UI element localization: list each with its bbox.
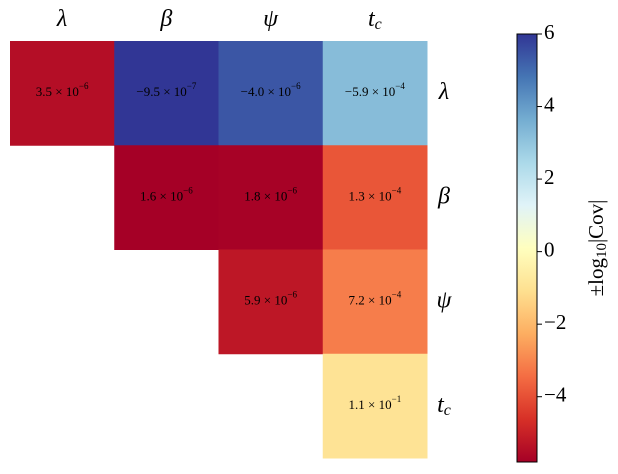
cell	[322, 353, 428, 459]
cell-label: −5.9 × 10−4	[345, 81, 405, 99]
colorbar-axis: −4 −2 0 2 4 6	[537, 20, 567, 407]
cell-label: 5.9 × 10−6	[244, 290, 297, 308]
row-label: tc	[437, 391, 451, 418]
cell	[322, 249, 428, 355]
cell-label: 1.8 × 10−6	[244, 185, 297, 203]
tick-label: 0	[544, 237, 555, 261]
tick-label: 2	[544, 165, 555, 189]
cell-label: 1.1 × 10−1	[349, 394, 402, 412]
cell	[218, 41, 324, 146]
column-label: λ	[56, 6, 67, 32]
cell	[114, 41, 219, 146]
row-label: λ	[438, 79, 449, 105]
cell-label: −4.0 × 10−6	[241, 81, 301, 99]
tick-label: −4	[544, 383, 567, 407]
cell	[114, 145, 219, 250]
tick-label: 4	[544, 92, 555, 116]
cell	[218, 145, 324, 250]
colorbar-label: ±log10|Cov|	[584, 200, 611, 297]
cell	[322, 41, 428, 146]
row-label: ψ	[437, 287, 453, 313]
cell-label: −9.5 × 10−7	[136, 81, 196, 99]
column-label: β	[159, 6, 172, 32]
colorbar	[516, 33, 538, 463]
cell-label: 3.5 × 10−6	[36, 81, 89, 99]
cell	[218, 249, 324, 355]
column-label: tc	[368, 6, 382, 33]
row-label: β	[437, 183, 450, 209]
tick-label: 6	[544, 20, 555, 44]
column-label: ψ	[263, 6, 279, 32]
cell	[10, 41, 115, 146]
cell-label: 7.2 × 10−4	[349, 290, 402, 308]
cell	[322, 145, 428, 250]
cell-label: 1.3 × 10−4	[349, 185, 402, 203]
cell-label: 1.6 × 10−6	[140, 185, 193, 203]
heatmap: 3.5 × 10−6 −9.5 × 10−7 −4.0 × 10−6 −5.9 × 1…	[10, 41, 428, 459]
tick-label: −2	[544, 310, 566, 334]
